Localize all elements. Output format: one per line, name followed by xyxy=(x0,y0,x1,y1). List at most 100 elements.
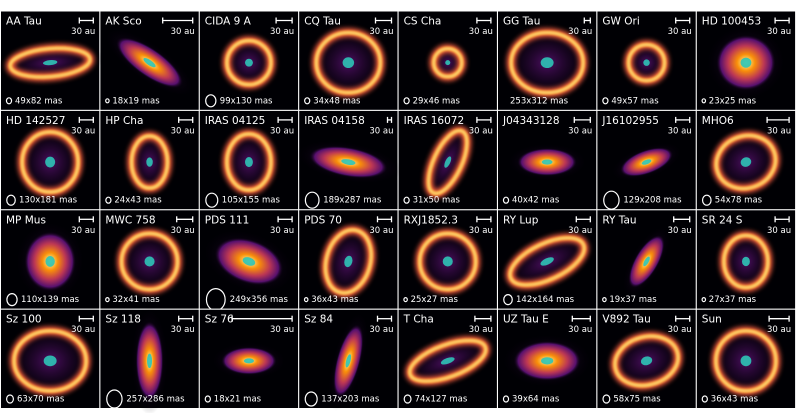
disk-ring-core xyxy=(427,129,468,195)
beam xyxy=(603,190,620,210)
target-name: CQ Tau xyxy=(304,16,341,28)
target-name: CIDA 9 A xyxy=(205,16,252,28)
target-name: GG Tau xyxy=(503,16,540,28)
panel: GG Tau 30 au 253x312 mas xyxy=(498,11,597,110)
disk-image xyxy=(421,119,474,205)
scale-label: 30 au xyxy=(71,126,95,136)
panel: Sun 30 au 36x43 mas xyxy=(696,309,796,408)
disk-image xyxy=(716,226,776,297)
disk-image xyxy=(622,38,671,87)
target-name: RY Lup xyxy=(503,214,539,226)
scale-label: 30 au xyxy=(270,126,294,136)
panel: J16102955 30 au 129x208 mas xyxy=(597,110,696,210)
beam xyxy=(304,391,318,407)
scale-label: 30 au xyxy=(71,226,95,236)
target-name: IRAS 16072 xyxy=(404,115,465,127)
panel: Sz 118 30 au 257x286 mas xyxy=(100,306,199,413)
target-name: HP Cha xyxy=(105,115,143,127)
beam xyxy=(205,192,219,208)
disk-ring-core xyxy=(715,134,777,190)
disk-center xyxy=(643,256,650,267)
disk-image xyxy=(705,320,787,402)
beam-label: 129x208 mas xyxy=(623,196,682,206)
disk-image xyxy=(15,220,86,302)
beam-label: 24x43 mas xyxy=(114,196,162,206)
disk-image xyxy=(202,228,296,294)
beam xyxy=(403,297,408,303)
disk-center xyxy=(444,156,452,168)
disk-image xyxy=(317,219,380,304)
disk-center xyxy=(244,58,253,67)
disk-center xyxy=(345,354,352,368)
disk-center xyxy=(146,157,153,167)
panel: PDS 70 30 au 36x43 mas xyxy=(299,210,398,309)
beam xyxy=(701,297,707,303)
target-name: J16102955 xyxy=(601,115,659,127)
disk-ring-core xyxy=(13,330,87,392)
scale-label: 30 au xyxy=(270,27,294,37)
disk-center xyxy=(641,159,652,165)
scale-label: 30 au xyxy=(270,325,294,335)
panel: RXJ1852.3 30 au 25x27 mas xyxy=(398,210,497,309)
disk-image xyxy=(501,333,594,388)
scale-label: 30 au xyxy=(171,126,195,136)
target-name: HD 142527 xyxy=(6,115,65,127)
disk-image xyxy=(498,22,596,104)
target-name: AA Tau xyxy=(6,16,42,28)
disk-image xyxy=(305,22,392,104)
disk-image xyxy=(497,229,598,294)
scale-label: 30 au xyxy=(568,325,592,335)
disk-center xyxy=(344,255,353,268)
beam-label: 105x155 mas xyxy=(222,196,281,206)
disk-ring-core xyxy=(510,31,584,94)
disk-center xyxy=(341,159,356,165)
panel: Sz 100 30 au 63x70 mas xyxy=(1,309,100,408)
target-name: Sz 84 xyxy=(304,314,333,326)
disk-image xyxy=(621,225,672,298)
panel: MWC 758 30 au 32x41 mas xyxy=(100,210,199,309)
beam-label: 257x286 mas xyxy=(126,395,185,405)
disk-ring-core xyxy=(130,135,169,189)
disk-center xyxy=(740,57,752,68)
disk-center xyxy=(144,256,155,267)
disk-center xyxy=(43,355,57,367)
beam-label: 253x312 mas xyxy=(510,96,569,106)
scale-label: 30 au xyxy=(568,27,592,37)
beam xyxy=(502,196,510,204)
target-name: UZ Tau E xyxy=(503,314,549,326)
beam xyxy=(701,194,712,206)
disk-ring-core xyxy=(226,133,272,191)
panel: GW Ori 30 au 49x57 mas xyxy=(597,11,696,110)
scale-label: 30 au xyxy=(270,226,294,236)
disk-center xyxy=(442,256,453,267)
scale-label: 30 au xyxy=(469,325,493,335)
beam-label: 23x25 mas xyxy=(709,96,757,106)
target-name: Sz 76 xyxy=(205,314,234,326)
scale-label: 30 au xyxy=(568,226,592,236)
disk-center xyxy=(45,256,55,267)
disk-image xyxy=(104,28,196,98)
disk-image xyxy=(211,341,287,380)
disk-ring-core xyxy=(21,131,79,193)
beam-label: 31x50 mas xyxy=(413,196,461,206)
target-name: IRAS 04125 xyxy=(205,115,266,127)
disk-ring-core xyxy=(715,330,777,392)
disk-center xyxy=(244,157,253,168)
beam xyxy=(204,395,211,403)
beam xyxy=(5,97,13,105)
panel: SR 24 S 30 au 27x37 mas xyxy=(696,210,796,309)
target-name: Sun xyxy=(702,314,722,326)
beam xyxy=(602,394,611,404)
panel: AK Sco 30 au 18x19 mas xyxy=(100,11,199,110)
beam xyxy=(304,191,320,209)
disk-image xyxy=(396,333,500,389)
scale-label: 30 au xyxy=(767,226,791,236)
beam xyxy=(403,97,410,105)
beam xyxy=(5,394,15,404)
target-name: RY Tau xyxy=(602,214,636,226)
scale-label: 30 au xyxy=(767,325,791,335)
panel: CQ Tau 30 au 34x48 mas xyxy=(299,11,398,110)
target-name: MHO6 xyxy=(702,115,734,127)
beam-label: 19x37 mas xyxy=(609,295,657,305)
scale-label: 30 au xyxy=(469,126,493,136)
